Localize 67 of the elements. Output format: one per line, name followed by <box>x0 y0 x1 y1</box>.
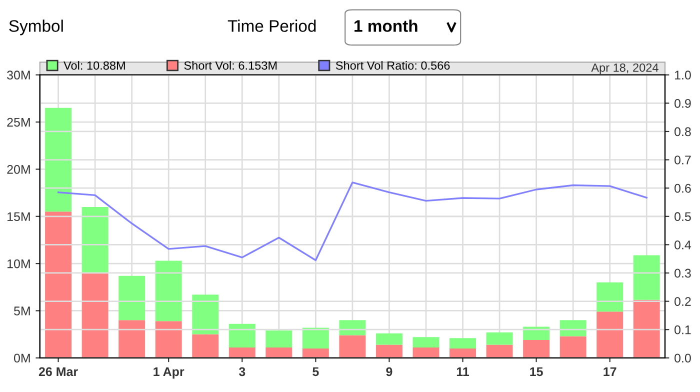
bar <box>633 300 660 358</box>
bar <box>450 348 476 358</box>
y-tick-label: 20M <box>7 165 30 174</box>
bar <box>45 108 72 212</box>
bar <box>376 344 402 358</box>
line-series <box>57 182 648 262</box>
text: Apr 18, 2024 <box>591 63 658 74</box>
y2-tick-label: 0.4 <box>674 240 692 250</box>
bar <box>155 321 182 358</box>
x-tick-label: 15 <box>530 367 543 376</box>
y-tick-label: 0M <box>14 354 30 363</box>
text: Symbol <box>9 20 63 36</box>
y-tick-label: 5M <box>14 306 30 316</box>
bar <box>560 336 586 358</box>
bar <box>486 332 513 345</box>
bar <box>339 335 366 358</box>
bar <box>412 337 440 348</box>
x-tick-label: 26 Mar <box>38 367 78 376</box>
y2-tick-label: 0.6 <box>674 184 691 193</box>
bar <box>412 348 440 358</box>
bar <box>228 348 256 358</box>
legend-label: Vol: 10.88M <box>64 61 125 70</box>
bar <box>82 206 108 273</box>
bar <box>486 344 513 358</box>
bar <box>376 333 402 345</box>
bar <box>266 348 292 358</box>
bar <box>302 328 329 348</box>
x-tick-label: 1 Apr <box>154 367 184 379</box>
y-tick-label: 25M <box>7 118 30 127</box>
text: Time Period <box>228 20 316 32</box>
x-tick-label: 5 <box>312 367 319 376</box>
legend-label: Short Vol Ratio: 0.566 <box>336 61 450 70</box>
y2-tick-label: 0.3 <box>674 268 691 278</box>
bar <box>118 276 146 320</box>
y2-tick-label: 0.0 <box>674 354 691 363</box>
bar <box>155 260 182 322</box>
bar <box>596 282 624 312</box>
bar <box>339 320 366 336</box>
y2-tick-label: 0.2 <box>674 297 691 306</box>
y2-tick-label: 0.8 <box>674 127 691 136</box>
x-tick-label: 17 <box>604 367 616 376</box>
x-tick-label: 9 <box>386 367 392 376</box>
x-tick-label: 3 <box>238 367 246 376</box>
y2-tick-label: 0.9 <box>674 98 691 108</box>
y-tick-label: 10M <box>8 259 30 268</box>
bar <box>302 348 329 358</box>
legend-label: Short Vol: 6.153M <box>184 61 277 70</box>
y2-tick-label: 0.5 <box>674 212 691 222</box>
bar <box>228 324 256 348</box>
bar <box>82 272 108 358</box>
bar <box>523 340 550 358</box>
bar <box>118 320 146 358</box>
bar <box>560 320 586 336</box>
bar <box>45 212 72 358</box>
bar <box>633 255 660 300</box>
x-tick-label: 11 <box>456 367 470 376</box>
y2-tick-label: 0.1 <box>674 325 691 334</box>
bar <box>192 294 219 334</box>
text: 1 month <box>354 20 418 32</box>
bar <box>192 334 219 358</box>
bar <box>596 312 624 358</box>
y2-tick-label: 0.7 <box>674 156 691 164</box>
bar <box>450 338 476 348</box>
y-tick-label: 15M <box>8 212 30 222</box>
bar <box>266 330 292 348</box>
y-tick-label: 30M <box>7 70 30 80</box>
y2-tick-label: 1.0 <box>674 70 691 80</box>
